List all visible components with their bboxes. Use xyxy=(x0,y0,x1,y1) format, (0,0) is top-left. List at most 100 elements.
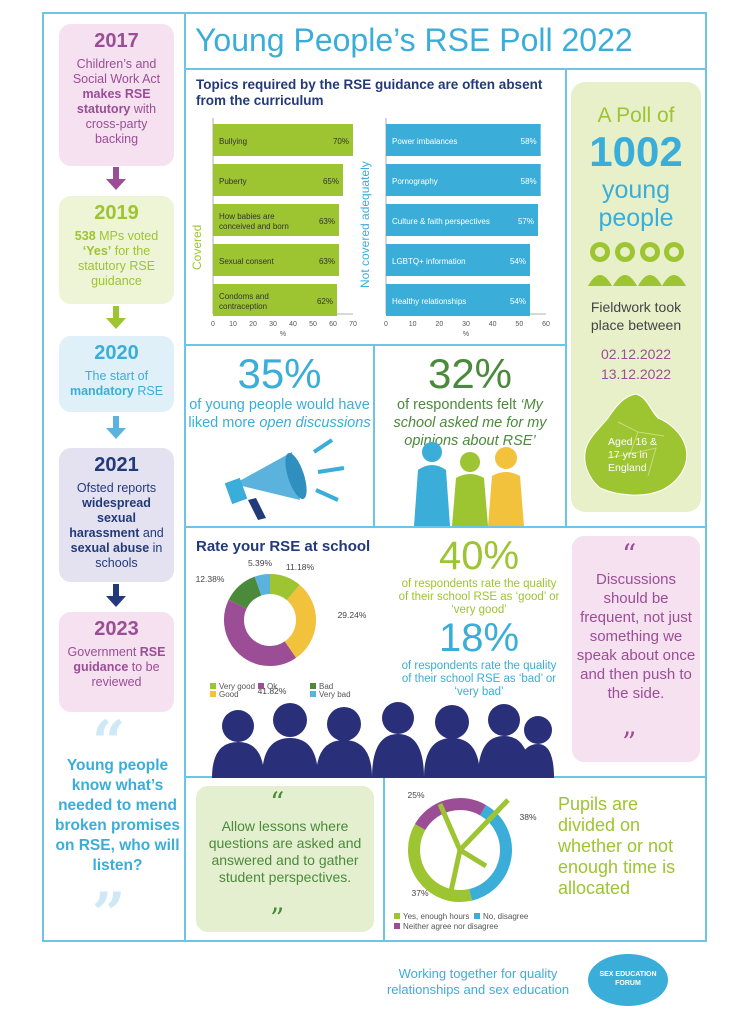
timeline-text: with cross-party backing xyxy=(85,102,157,146)
timeline-text: Children’s and Social Work Act xyxy=(72,57,161,86)
donut-slice xyxy=(228,576,262,610)
legend-swatch xyxy=(310,683,316,689)
tick-label: 70 xyxy=(349,321,357,328)
tick-label: 40 xyxy=(489,321,497,328)
donut-slice xyxy=(414,798,486,831)
bar xyxy=(386,244,530,276)
timeline-text: and xyxy=(139,526,164,540)
tick-label: 30 xyxy=(462,321,470,328)
bar-label: Culture & faith perspectives xyxy=(392,217,490,226)
clock-hand xyxy=(458,798,510,852)
stat-18-text: of respondents rate the quality of their… xyxy=(401,660,557,698)
bar xyxy=(386,124,541,156)
timeline-text: RSE xyxy=(133,384,164,398)
legend-item: Ok xyxy=(258,682,277,691)
legend-swatch xyxy=(210,683,216,689)
clock-hand xyxy=(437,803,463,851)
donut-slice xyxy=(254,574,271,596)
timeline-year: 2017 xyxy=(94,30,139,52)
map-caption: Aged 16 & 17 yrs in England xyxy=(608,436,658,474)
poll-line1: A Poll of xyxy=(597,104,675,127)
date-start: 02.12.2022 xyxy=(600,346,672,362)
legend-item: Good xyxy=(210,690,239,699)
tick-label: 10 xyxy=(409,321,417,328)
quote-card-bottom xyxy=(196,786,374,932)
timeline-2021: 2021 Ofsted reports widespread sexual ha… xyxy=(59,448,174,582)
timeline-text: MPs voted xyxy=(95,229,159,243)
time-donut-chart: 38% 37% 25% xyxy=(407,790,537,902)
timeline-year: 2023 xyxy=(94,618,139,640)
arrow-down-icon xyxy=(106,416,126,439)
quote-card-right xyxy=(572,536,700,762)
stat-32-number: 32% xyxy=(427,350,513,397)
divider xyxy=(184,12,186,942)
open-quote-icon: “ xyxy=(270,786,285,819)
slice-label: 25% xyxy=(407,790,424,800)
stat-32: 32% of respondents felt ‘My school asked… xyxy=(376,352,564,450)
legend-swatch xyxy=(474,913,480,919)
poll-line2: young xyxy=(601,176,671,204)
divider xyxy=(565,68,567,528)
bar-label: Condoms and contraception xyxy=(219,292,269,311)
slice-label: 41.82% xyxy=(258,686,287,696)
england-map-icon xyxy=(584,393,688,496)
bar-label: Puberty xyxy=(219,177,247,186)
timeline-year: 2019 xyxy=(94,202,139,224)
poll-number: 1002 xyxy=(589,128,683,175)
bar xyxy=(213,204,339,236)
donut-slice xyxy=(269,574,300,601)
value-label: 54% xyxy=(510,257,526,266)
bar-label: Sexual consent xyxy=(219,257,274,266)
slice-label: 29.24% xyxy=(338,610,367,620)
clock-hand xyxy=(458,847,488,869)
legend-swatch xyxy=(394,923,400,929)
bar xyxy=(213,284,337,316)
arrow-down-icon xyxy=(106,167,126,190)
tick-label: 50 xyxy=(515,321,523,328)
legend-label: No, disagree xyxy=(483,912,529,921)
topics-bar-chart: Bullying 70% Puberty 65% How babies are conce… xyxy=(211,118,550,338)
stat-32-text: of respondents felt xyxy=(397,397,521,413)
stat-35: 35% of young people would have liked mor… xyxy=(186,352,373,432)
quote-right-text: Discussions should be frequent, not just… xyxy=(576,571,696,702)
timeline-year: 2021 xyxy=(94,454,139,476)
timeline-text: Ofsted reports xyxy=(76,481,157,495)
timeline-text-bold: mandatory xyxy=(69,384,134,398)
donut-slice xyxy=(468,804,512,901)
bar-label: Power imbalances xyxy=(392,137,457,146)
timeline-text: to be reviewed xyxy=(91,660,160,689)
timeline-year: 2020 xyxy=(94,342,139,364)
fieldwork-text: Fieldwork took place between xyxy=(590,299,682,333)
tick-label: 20 xyxy=(435,321,443,328)
bar-label: Bullying xyxy=(219,137,247,146)
bar-label-line: conceived and born xyxy=(219,222,289,231)
value-label: 58% xyxy=(521,177,537,186)
legend-swatch xyxy=(258,683,264,689)
logo-text: SEX EDUCATION FORUM xyxy=(599,971,657,987)
bar xyxy=(386,204,538,236)
chart-title: Topics required by the RSE guidance are … xyxy=(196,77,543,108)
value-label: 63% xyxy=(319,257,335,266)
donut-slice xyxy=(284,584,316,658)
bar xyxy=(386,164,541,196)
value-label: 70% xyxy=(333,137,349,146)
legend-label: Very bad xyxy=(319,690,351,699)
legend-label: Very good xyxy=(219,682,256,691)
tick-label: 60 xyxy=(542,321,550,328)
stat-35-number: 35% xyxy=(237,350,322,397)
timeline-text-bold: sexual abuse xyxy=(70,541,150,555)
timeline-text: for the statutory RSE guidance xyxy=(77,244,156,288)
bar xyxy=(213,244,339,276)
timeline-2020: 2020 The start of mandatory RSE xyxy=(59,336,174,412)
infographic-frame xyxy=(42,12,707,942)
bar-label: Healthy relationships xyxy=(392,297,466,306)
legend-item: No, disagree xyxy=(474,912,528,921)
arrow-down-icon xyxy=(106,584,126,607)
legend-swatch xyxy=(310,691,316,697)
quote-bottom-text: Allow lessons where questions are asked … xyxy=(208,818,362,885)
crowd-silhouette xyxy=(212,702,554,778)
rate-donut-chart: 11.18% 29.24% 41.82% 12.38% 5.39% xyxy=(196,558,367,696)
divider xyxy=(184,68,707,70)
value-label: 57% xyxy=(518,217,534,226)
legend-item: Bad xyxy=(310,682,333,691)
